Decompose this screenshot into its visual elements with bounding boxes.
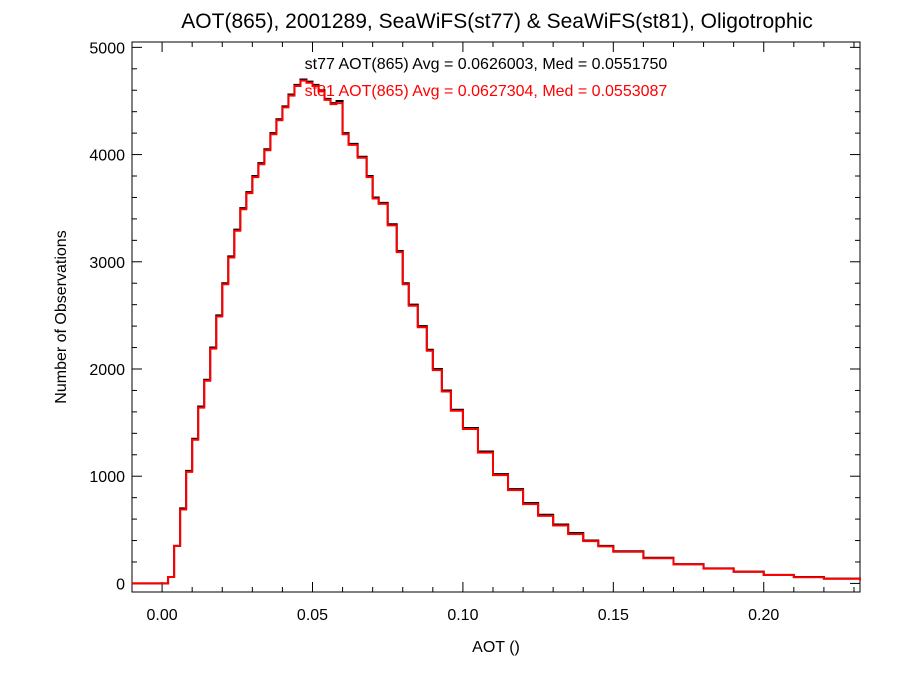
plot-frame: [131, 41, 861, 593]
series-st81-line: [132, 79, 861, 585]
x-tick-label: 0.00: [147, 607, 178, 624]
x-tick-label: 0.20: [748, 607, 779, 624]
axis-ticks: [131, 42, 860, 592]
x-axis-label: AOT (): [472, 639, 520, 656]
y-tick-label: 4000: [89, 148, 125, 165]
y-tick-label: 5000: [89, 40, 125, 57]
series-st77-line: [132, 78, 861, 585]
chart-title: AOT(865), 2001289, SeaWiFS(st77) & SeaWi…: [181, 10, 812, 33]
y-tick-label: 0: [116, 576, 125, 593]
x-tick-label: 0.15: [598, 607, 629, 624]
x-tick-label: 0.05: [297, 607, 328, 624]
annotation-st77-stats: st77 AOT(865) Avg = 0.0626003, Med = 0.0…: [305, 56, 668, 73]
y-tick-label: 2000: [89, 362, 125, 379]
annotation-st81-stats: st81 AOT(865) Avg = 0.0627304, Med = 0.0…: [305, 83, 668, 100]
y-axis-label: Number of Observations: [53, 230, 70, 403]
axis-tick-labels: 0.00 0.05 0.10 0.15 0.20 0 1000 2000 3000 4000 500…: [89, 40, 779, 624]
y-tick-label: 3000: [89, 255, 125, 272]
x-tick-label: 0.10: [447, 607, 478, 624]
y-tick-label: 1000: [89, 469, 125, 486]
series-layer: [132, 78, 861, 585]
